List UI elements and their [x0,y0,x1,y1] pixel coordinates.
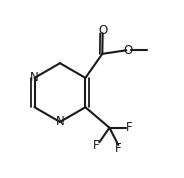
Text: N: N [56,115,64,129]
Text: F: F [115,142,122,155]
Text: N: N [30,71,39,84]
Text: O: O [98,24,107,37]
Text: O: O [124,44,133,57]
Text: F: F [126,121,132,134]
Text: F: F [93,139,99,152]
